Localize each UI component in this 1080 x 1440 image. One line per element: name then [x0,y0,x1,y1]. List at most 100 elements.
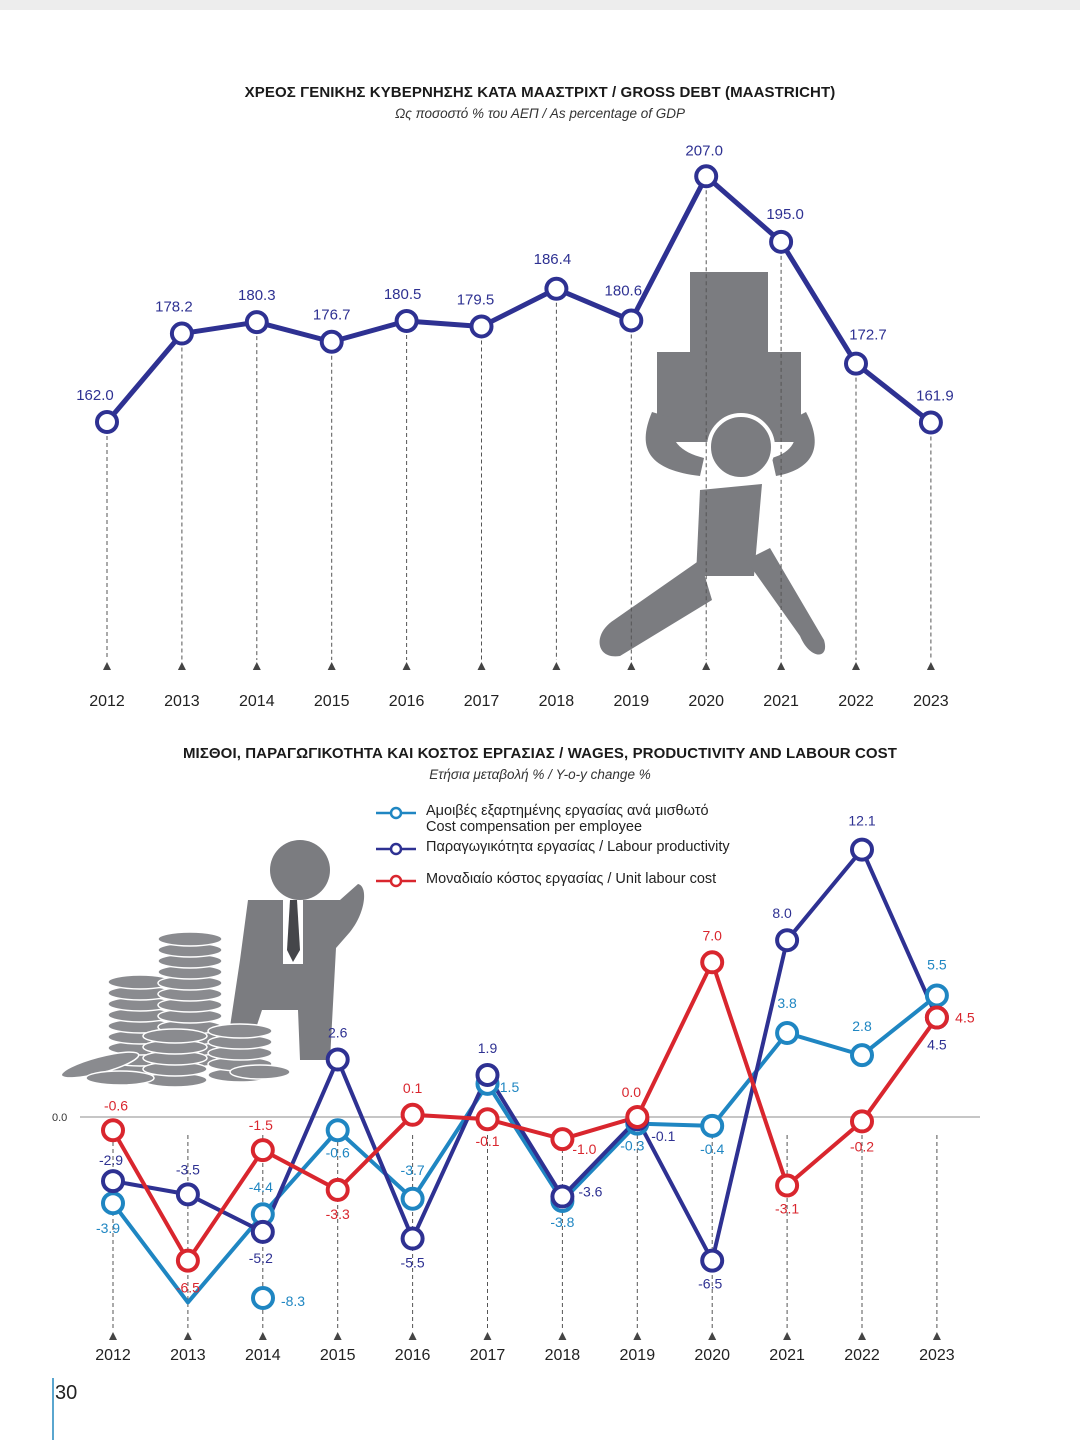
debt-data-label-2013: 178.2 [155,299,193,316]
debt-data-label-2019: 180.6 [605,282,643,299]
comp-data-label-2021: 3.8 [777,995,797,1011]
debt-point-2020 [694,164,719,189]
page-edge-bar [52,1378,54,1440]
tick-arrow-2019 [627,662,636,670]
ulc-point-2014 [250,1138,275,1163]
prod-point-2022 [850,837,874,862]
prod-data-label-2016: -5.5 [401,1255,425,1271]
businessman-coins-illustration [60,840,365,1088]
prod-point-2014 [250,1219,275,1244]
prod-point-2018 [550,1184,575,1209]
debt-chart: 162.0 178.2 180.3 176.7 180.5 179.5 186.4 180.6… [76,142,954,710]
ulc-data-label-2012: -0.6 [104,1097,128,1113]
chart2-zero-line: 0.0 [52,1112,980,1124]
tick-arrow-2019 [633,1332,642,1340]
ulc-data-label-2021: -3.1 [775,1201,799,1217]
zero-label: 0.0 [52,1112,67,1124]
comp-point-2015 [325,1118,350,1143]
legend-label-comp: Αμοιβές εξαρτημένης εργασίας ανά μισθωτό… [426,803,709,835]
x-tick-label-2019: 2019 [620,1347,656,1364]
ulc-line [111,960,939,1263]
tick-arrow-2014 [258,1332,267,1340]
prod-data-label-2015: 2.6 [328,1025,348,1041]
tick-arrow-2022 [852,662,860,670]
prod-point-2015 [325,1047,350,1072]
chart2-series: -3.9 -8.3 -4.4 -0.6 -3.7 1.5 -3.8 -0.3 -0.4 3.8 2.… [96,813,975,1310]
tick-arrow-2016 [408,1332,417,1340]
ulc-data-label-2014: -1.5 [249,1117,273,1133]
prod-data-label-2022: 12.1 [848,813,875,829]
x-tick-label-2021: 2021 [763,693,799,710]
prod-point-2021 [775,928,800,953]
x-tick-label-2021: 2021 [769,1347,805,1364]
prod-data-label-2013: -3.5 [176,1161,200,1177]
x-tick-label-2022: 2022 [844,1347,880,1364]
ulc-point-2019 [625,1105,650,1129]
comp-data-label-2016: -3.7 [401,1162,425,1178]
debt-data-label-2012: 162.0 [76,387,114,404]
page-number: 30 [55,1382,78,1404]
comp-data-label-2020: -0.4 [700,1141,724,1157]
coin [229,1064,291,1080]
comp-point-2013 [251,1286,275,1310]
debt-point-2023 [918,410,943,435]
coin [207,1023,273,1039]
x-tick-label-2020: 2020 [694,1347,730,1364]
x-tick-label-2014: 2014 [239,693,275,710]
tick-arrow-2012 [103,662,111,670]
ulc-point-2020 [700,950,725,975]
ulc-point-2017 [475,1107,500,1132]
tick-arrow-2021 [783,1332,792,1340]
ulc-point-2013 [175,1248,200,1273]
prod-data-label-2023: 4.5 [927,1037,947,1053]
comp-line [111,993,939,1305]
tick-arrow-2018 [558,1332,567,1340]
left-leg [599,560,712,657]
debt-point-2016 [394,308,419,333]
x-tick-label-2017: 2017 [470,1347,506,1364]
x-tick-label-2015: 2015 [320,1347,356,1364]
tick-arrow-2013 [183,1332,192,1340]
prod-data-label-2014: -5.2 [249,1250,273,1266]
ulc-point-2021 [775,1173,800,1198]
debt-point-2021 [769,229,794,254]
prod-point-2020 [700,1248,725,1273]
debt-data-label-2018: 186.4 [534,251,572,268]
debt-data-label-2020: 207.0 [685,142,723,159]
tick-arrow-2012 [109,1332,117,1340]
tick-arrow-2015 [333,1332,342,1340]
comp-point-2012 [101,1191,125,1216]
tick-arrow-2020 [708,1332,717,1340]
chart2-subtitle: Ετήσια μεταβολή % / Y-o-y change % [429,767,651,782]
legend-marker-prod [376,842,416,856]
chart1-title: ΧΡΕΟΣ ΓΕΝΙΚΗΣ ΚΥΒΕΡΝΗΣΗΣ ΚΑΤΑ ΜΑΑΣΤΡΙΧΤ … [244,84,836,101]
comp-data-label-2022: 2.8 [852,1018,872,1034]
tick-arrow-2014 [252,662,261,670]
left-arm [645,412,704,476]
ulc-data-label-2016: 0.1 [403,1080,423,1096]
prod-point-2017 [475,1063,500,1088]
prod-point-2012 [101,1169,125,1194]
ulc-point-2012 [101,1118,125,1143]
ulc-point-2022 [850,1109,874,1134]
comp-data-label-2013: -8.3 [281,1293,305,1309]
prod-data-label-2020: -6.5 [698,1276,722,1292]
man-body [228,884,365,1060]
tick-arrow-2023 [932,1332,941,1340]
comp-data-label-2019: -0.3 [620,1138,644,1154]
debt-point-2019 [619,308,644,333]
chart1-series: 162.0 178.2 180.3 176.7 180.5 179.5 186.4 180.6… [76,142,954,435]
prod-data-label-2021: 8.0 [772,905,792,921]
prod-data-label-2012: -2.9 [99,1152,123,1168]
debt-data-label-2021: 195.0 [766,206,804,223]
ulc-point-2015 [325,1177,350,1202]
x-tick-label-2016: 2016 [395,1347,431,1364]
comp-point-2016 [400,1186,425,1211]
comp-data-label-2012: -3.9 [96,1220,120,1236]
coin [85,1070,155,1086]
tick-arrow-2021 [777,662,786,670]
x-tick-label-2013: 2013 [170,1347,206,1364]
x-tick-label-2015: 2015 [314,693,350,710]
ulc-point-2016 [400,1102,425,1127]
